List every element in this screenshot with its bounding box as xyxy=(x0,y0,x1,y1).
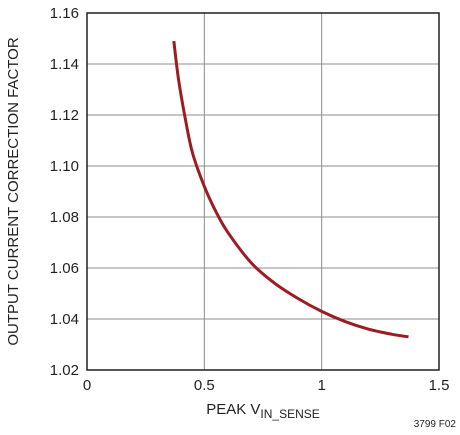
plot-frame xyxy=(86,12,440,371)
grid xyxy=(87,13,439,370)
y-tick-label: 1.08 xyxy=(50,209,79,226)
y-tick-label: 1.02 xyxy=(50,362,79,379)
series-line xyxy=(172,40,409,339)
figure-id: 3799 F02 xyxy=(414,419,457,430)
y-tick-label: 1.16 xyxy=(50,5,79,22)
y-axis-title: OUTPUT CURRENT CORRECTION FACTOR xyxy=(5,37,22,346)
y-tick-label: 1.04 xyxy=(50,311,79,328)
y-tick-label: 1.14 xyxy=(50,56,79,73)
x-axis-title-subscript: IN_SENSE xyxy=(260,407,319,421)
x-tick-label: 0.5 xyxy=(194,377,215,394)
y-tick-labels: 1.02 1.04 1.06 1.08 1.10 1.12 1.14 1.16 xyxy=(50,5,79,379)
series-layer xyxy=(172,40,409,339)
y-tick-label: 1.10 xyxy=(50,158,79,175)
x-tick-label: 1.5 xyxy=(429,377,450,394)
x-axis-title: PEAK VIN_SENSE xyxy=(206,401,320,421)
x-tick-label: 0 xyxy=(83,377,91,394)
y-tick-label: 1.06 xyxy=(50,260,79,277)
x-axis-title-main: PEAK V xyxy=(206,401,260,418)
x-tick-label: 1 xyxy=(317,377,325,394)
y-tick-label: 1.12 xyxy=(50,107,79,124)
x-tick-labels: 0 0.5 1 1.5 xyxy=(83,377,450,394)
